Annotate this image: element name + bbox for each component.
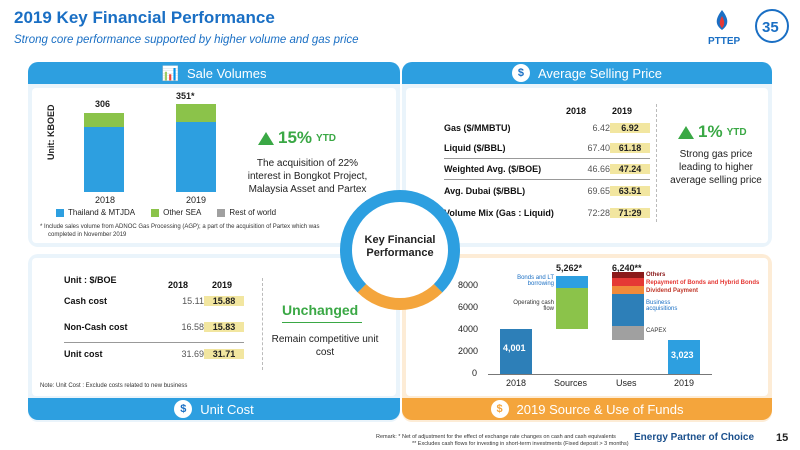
bar-2018-label: 4,001 <box>503 343 526 353</box>
sales-footnote-1: * Include sales volume from ADNOC Gas Pr… <box>40 224 320 230</box>
legend-swatch <box>217 208 226 217</box>
footer-tagline: Energy Partner of Choice <box>634 432 755 443</box>
label-others: Others <box>646 272 666 278</box>
logo-text: PTTEP <box>708 36 741 47</box>
table-row: Liquid ($/BBL) 67.40 61.18 <box>444 138 650 158</box>
uc-col-2018: 2018 <box>168 280 189 290</box>
table-row: Avg. Dubai ($/BBL) 69.65 63.51 <box>444 180 650 202</box>
x-label: 2019 <box>674 378 695 388</box>
sale-volumes-header: 📊 Sale Volumes <box>28 62 400 84</box>
y-tick: 4000 <box>458 324 479 334</box>
bar-2018-other-sea <box>84 113 124 127</box>
y-tick: 0 <box>472 368 478 378</box>
asp-ytd: 1% YTD <box>678 122 747 142</box>
asp-col-2019: 2019 <box>612 106 633 116</box>
bar-year-2018: 2018 <box>95 195 116 205</box>
footer-remark-2: ** Excludes cash flows for investing in … <box>412 441 629 447</box>
legend-item-thailand: Thailand & MTJDA <box>56 208 135 217</box>
legend-item-rest-of-world: Rest of world <box>217 208 276 217</box>
bar-2019 <box>668 340 700 374</box>
sources-total: 5,262* <box>556 263 583 273</box>
uses-total: 6,240** <box>612 263 642 273</box>
uc-col-2019: 2019 <box>212 280 233 290</box>
unit-cost-description: Remain competitive unit cost <box>271 334 379 358</box>
bar-total-2019: 351* <box>176 91 195 101</box>
table-row: Cash cost 15.11 15.88 <box>64 290 244 312</box>
unit-cost-unit: Unit : $/BOE <box>64 275 117 285</box>
bar-sources-bonds <box>556 276 588 288</box>
footer-remark-1: Remark: * Net of adjustment for the effe… <box>376 434 616 440</box>
sales-ytd: 15% YTD <box>258 128 336 148</box>
bar-uses-others <box>612 272 644 278</box>
label-dividend: Dividend Payment <box>646 288 699 294</box>
sales-footnote-2: completed in November 2019 <box>48 232 127 238</box>
x-label: Uses <box>616 378 637 388</box>
label-bonds: Bonds and LT borrowing <box>517 275 554 287</box>
table-row: Weighted Avg. ($/BOE) 46.66 47.24 <box>444 158 650 180</box>
bar-uses-business <box>612 294 644 326</box>
bar-total-2018: 306 <box>95 99 111 109</box>
bar-uses-capex <box>612 326 644 340</box>
bar-2019-label: 3,023 <box>671 350 694 360</box>
label-opcf: Operating cash flow <box>513 300 554 312</box>
page-title: 2019 Key Financial Performance <box>14 8 275 27</box>
x-label: 2018 <box>506 378 527 388</box>
unit-label: Unit: KBOED <box>46 104 56 161</box>
unit-cost-table: Cash cost 15.11 15.88 Non-Cash cost 16.5… <box>64 290 244 364</box>
label-capex: CAPEX <box>646 328 667 334</box>
legend-swatch <box>151 208 160 217</box>
divider <box>282 322 362 323</box>
up-arrow-icon <box>258 131 274 145</box>
asp-header: $ Average Selling Price <box>402 62 772 84</box>
table-row: Volume Mix (Gas : Liquid) 72:28 71:29 <box>444 202 650 224</box>
label-business: Business acquisitions <box>646 300 678 312</box>
up-arrow-icon <box>678 125 694 139</box>
asp-description: Strong gas price leading to higher avera… <box>670 149 762 186</box>
x-axis <box>488 374 712 375</box>
bar-uses-repay <box>612 278 644 286</box>
asp-card <box>406 88 768 243</box>
bar-sources-opcf <box>556 288 588 329</box>
sales-description: The acquisition of 22% interest in Bongk… <box>247 158 368 195</box>
legend: Thailand & MTJDA Other SEA Rest of world <box>56 208 276 217</box>
page-number: 15 <box>776 432 789 444</box>
unit-cost-header: $ Unit Cost <box>28 398 400 420</box>
unit-cost-status: Unchanged <box>282 302 359 318</box>
coins-icon: $ <box>511 64 530 82</box>
money-bag-icon: $ <box>490 400 509 418</box>
y-tick: 8000 <box>458 280 479 290</box>
bar-2018-thailand <box>84 127 124 192</box>
label-repay: Repayment of Bonds and Hybrid Bonds <box>646 280 760 286</box>
x-label: Sources <box>554 378 588 388</box>
table-row: Non-Cash cost 16.58 15.83 <box>64 316 244 338</box>
divider <box>262 278 263 370</box>
bar-year-2019: 2019 <box>186 195 207 205</box>
funds-header: $ 2019 Source & Use of Funds <box>402 398 772 420</box>
divider <box>656 104 657 222</box>
asp-table: Gas ($/MMBTU) 6.42 6.92 Liquid ($/BBL) 6… <box>444 118 650 224</box>
bar-chart-icon: 📊 <box>161 64 179 81</box>
center-label: Key Financial Performance <box>364 234 436 260</box>
page-subtitle: Strong core performance supported by hig… <box>14 34 359 46</box>
company-logo: PTTEP 35 <box>700 6 795 50</box>
table-row: Gas ($/MMBTU) 6.42 6.92 <box>444 118 650 138</box>
bar-2019-thailand <box>176 122 216 192</box>
legend-item-other-sea: Other SEA <box>151 208 201 217</box>
bar-2018 <box>500 329 532 374</box>
asp-col-2018: 2018 <box>566 106 587 116</box>
anniversary-mark: 35 <box>762 19 779 36</box>
y-tick: 6000 <box>458 302 479 312</box>
bar-2019-other-sea <box>176 104 216 122</box>
dollar-gear-icon: $ <box>174 400 193 418</box>
unit-cost-note: Note: Unit Cost : Exclude costs related … <box>40 383 188 389</box>
legend-swatch <box>56 208 64 217</box>
y-tick: 2000 <box>458 346 479 356</box>
bar-uses-dividend <box>612 286 644 294</box>
table-row: Unit cost 31.69 31.71 <box>64 342 244 364</box>
